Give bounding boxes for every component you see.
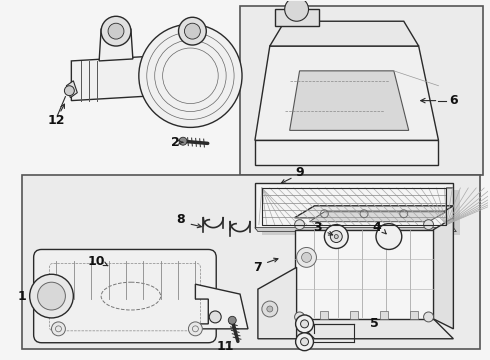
Text: 5: 5 — [369, 318, 378, 330]
Polygon shape — [294, 230, 434, 319]
Polygon shape — [99, 29, 133, 61]
Polygon shape — [270, 21, 418, 46]
Polygon shape — [434, 218, 453, 329]
Circle shape — [179, 137, 187, 145]
Polygon shape — [258, 267, 296, 339]
Text: 10: 10 — [87, 255, 105, 268]
Bar — [380, 311, 388, 319]
Circle shape — [285, 0, 309, 21]
Polygon shape — [310, 212, 446, 222]
Bar — [22, 175, 480, 349]
Text: 3: 3 — [313, 221, 322, 234]
Circle shape — [189, 322, 202, 336]
Circle shape — [330, 231, 342, 243]
Circle shape — [51, 322, 65, 336]
Text: 4: 4 — [372, 221, 381, 234]
FancyBboxPatch shape — [34, 249, 216, 343]
Circle shape — [295, 333, 314, 351]
Polygon shape — [255, 46, 439, 140]
Bar — [320, 311, 328, 319]
Polygon shape — [275, 9, 319, 26]
Text: 11: 11 — [217, 340, 234, 353]
Circle shape — [301, 252, 312, 262]
Circle shape — [101, 16, 131, 46]
Bar — [262, 188, 446, 225]
Polygon shape — [294, 319, 453, 339]
Circle shape — [30, 274, 74, 318]
Polygon shape — [290, 71, 409, 130]
Text: 6: 6 — [449, 94, 458, 107]
Circle shape — [184, 23, 200, 39]
Text: 7: 7 — [253, 261, 262, 274]
Circle shape — [38, 282, 65, 310]
Circle shape — [64, 86, 74, 96]
Polygon shape — [196, 284, 248, 329]
Circle shape — [294, 312, 305, 322]
Text: 12: 12 — [48, 114, 65, 127]
Circle shape — [296, 247, 317, 267]
Circle shape — [300, 320, 309, 328]
Circle shape — [300, 338, 309, 346]
Circle shape — [262, 301, 278, 317]
Bar — [410, 311, 417, 319]
Circle shape — [424, 220, 434, 230]
Polygon shape — [72, 56, 156, 100]
Text: 9: 9 — [295, 166, 304, 179]
Circle shape — [228, 316, 236, 324]
Circle shape — [108, 23, 124, 39]
Polygon shape — [262, 190, 460, 235]
Circle shape — [295, 315, 314, 333]
Polygon shape — [66, 81, 77, 98]
Circle shape — [324, 225, 348, 248]
Polygon shape — [255, 228, 456, 231]
Bar — [350, 311, 358, 319]
Polygon shape — [446, 188, 453, 228]
Polygon shape — [255, 183, 453, 228]
Circle shape — [424, 312, 434, 322]
Bar — [240, 6, 483, 175]
Circle shape — [209, 311, 221, 323]
Circle shape — [334, 235, 338, 239]
Polygon shape — [255, 140, 439, 165]
Text: 8: 8 — [176, 213, 185, 226]
Circle shape — [139, 24, 242, 127]
Circle shape — [376, 224, 402, 249]
Circle shape — [178, 17, 206, 45]
Text: 1: 1 — [17, 289, 26, 303]
Text: 2: 2 — [171, 136, 180, 149]
Polygon shape — [294, 206, 453, 218]
Circle shape — [294, 220, 305, 230]
Circle shape — [267, 306, 273, 312]
